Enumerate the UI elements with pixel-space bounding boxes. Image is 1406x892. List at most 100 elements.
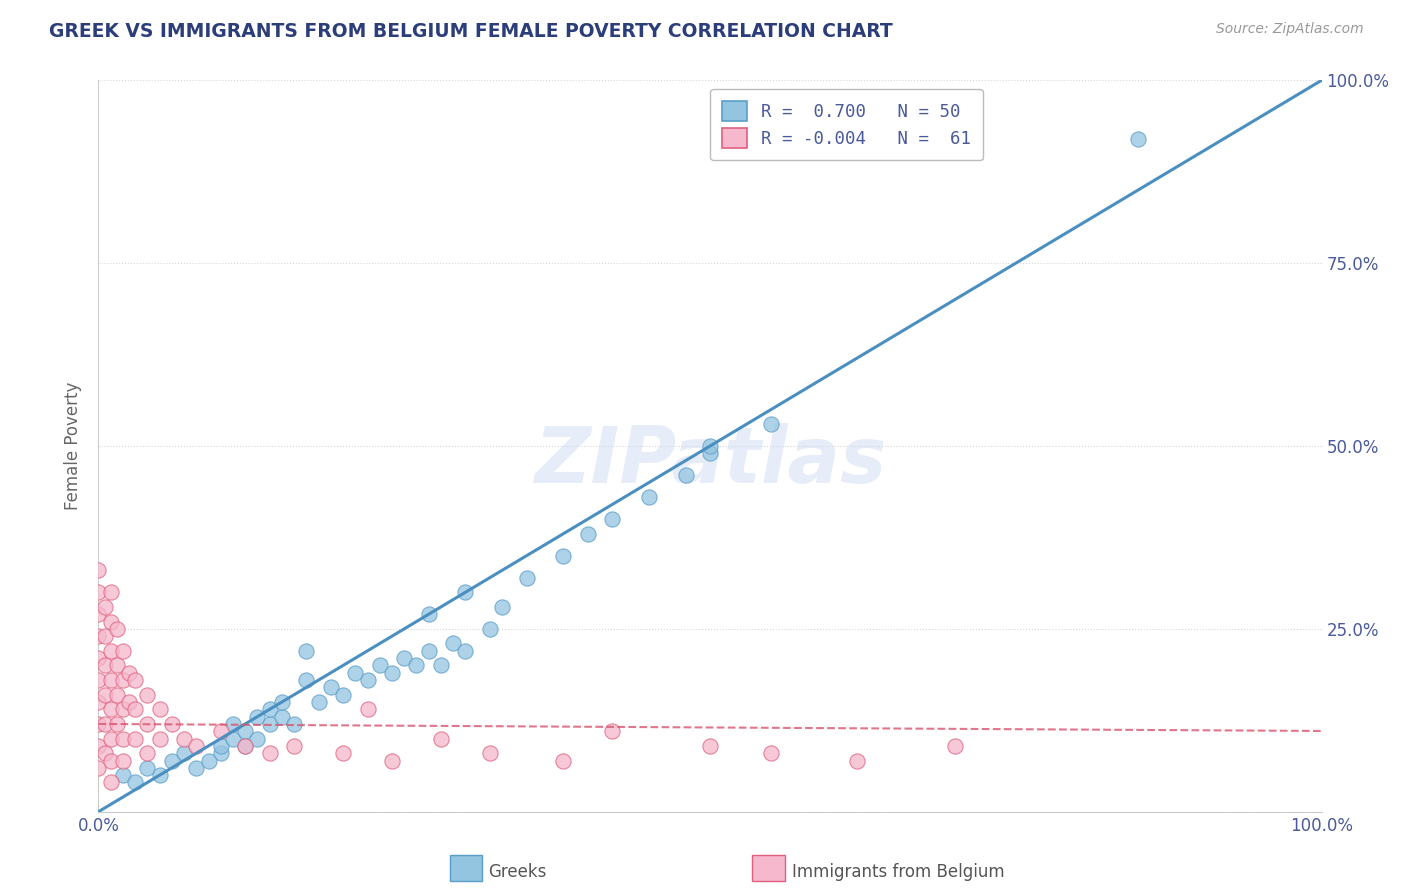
Point [93, 746, 115, 760]
Point [845, 754, 868, 768]
Point [100, 754, 122, 768]
Point [100, 615, 122, 629]
Point [111, 673, 134, 687]
Point [222, 731, 245, 746]
Point [118, 665, 141, 680]
Point [93, 688, 115, 702]
Point [332, 688, 354, 702]
Text: Greeks: Greeks [488, 863, 547, 881]
Point [699, 439, 721, 453]
Point [111, 702, 134, 716]
Point [105, 688, 128, 702]
Point [295, 644, 318, 658]
Text: GREEK VS IMMIGRANTS FROM BELGIUM FEMALE POVERTY CORRELATION CHART: GREEK VS IMMIGRANTS FROM BELGIUM FEMALE … [49, 22, 893, 41]
Point [149, 731, 172, 746]
Point [186, 761, 208, 775]
Point [93, 658, 115, 673]
Point [381, 665, 404, 680]
Point [553, 754, 575, 768]
Point [93, 717, 115, 731]
Text: ZIPatlas: ZIPatlas [534, 423, 886, 499]
Point [478, 746, 501, 760]
Point [295, 673, 318, 687]
Point [105, 658, 128, 673]
Point [87, 629, 110, 643]
Point [100, 775, 122, 789]
Point [87, 585, 110, 599]
Point [111, 644, 134, 658]
Point [173, 731, 195, 746]
Point [160, 754, 183, 768]
Point [209, 746, 232, 760]
Point [93, 599, 115, 614]
Point [105, 622, 128, 636]
Point [699, 446, 721, 460]
Point [111, 731, 134, 746]
Point [553, 549, 575, 563]
Point [454, 585, 477, 599]
Point [270, 695, 294, 709]
Point [430, 731, 453, 746]
Point [149, 702, 172, 716]
Point [761, 417, 783, 431]
Point [118, 695, 141, 709]
Point [209, 739, 232, 753]
Point [186, 739, 208, 753]
Point [100, 731, 122, 746]
Point [136, 746, 159, 760]
Legend: R =  0.700   N = 50, R = -0.004   N =  61: R = 0.700 N = 50, R = -0.004 N = 61 [710, 89, 983, 161]
Text: Immigrants from Belgium: Immigrants from Belgium [792, 863, 1004, 881]
Point [87, 717, 110, 731]
Point [491, 599, 513, 614]
Text: Source: ZipAtlas.com: Source: ZipAtlas.com [1216, 22, 1364, 37]
Point [87, 739, 110, 753]
Point [233, 724, 256, 739]
Point [93, 629, 115, 643]
Point [270, 709, 294, 723]
Point [454, 644, 477, 658]
Point [111, 768, 134, 782]
Point [259, 702, 281, 716]
Point [124, 673, 146, 687]
Point [233, 739, 256, 753]
Point [356, 673, 378, 687]
Point [675, 468, 697, 483]
Point [233, 739, 256, 753]
Point [381, 754, 404, 768]
Point [699, 739, 721, 753]
Point [319, 681, 342, 695]
Point [430, 658, 453, 673]
Point [160, 717, 183, 731]
Point [87, 563, 110, 577]
Point [600, 512, 623, 526]
Point [344, 665, 367, 680]
Point [197, 754, 219, 768]
Point [392, 651, 416, 665]
Point [124, 775, 146, 789]
Point [87, 695, 110, 709]
Point [308, 695, 330, 709]
Point [111, 754, 134, 768]
Point [283, 717, 305, 731]
Point [441, 636, 464, 650]
Point [136, 717, 159, 731]
Point [515, 571, 537, 585]
Point [209, 724, 232, 739]
Point [87, 761, 110, 775]
Point [638, 490, 661, 504]
Point [283, 739, 305, 753]
Point [105, 717, 128, 731]
Point [100, 673, 122, 687]
Point [478, 622, 501, 636]
Point [356, 702, 378, 716]
Point [136, 688, 159, 702]
Point [149, 768, 172, 782]
Point [418, 644, 440, 658]
Point [222, 717, 245, 731]
Y-axis label: Female Poverty: Female Poverty [65, 382, 83, 510]
Point [405, 658, 427, 673]
Point [100, 644, 122, 658]
Point [600, 724, 623, 739]
Point [418, 607, 440, 622]
Point [136, 761, 159, 775]
